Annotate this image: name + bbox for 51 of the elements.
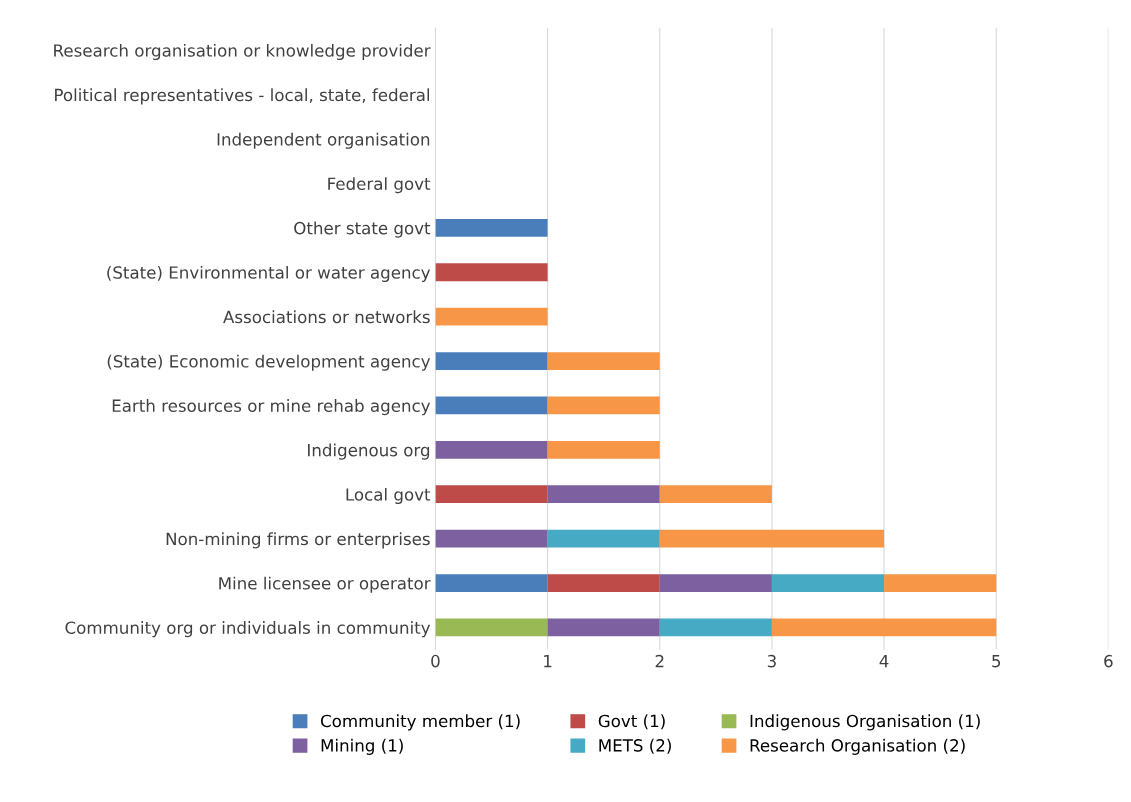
bar	[435, 307, 548, 326]
y-tick-label: Other state govt	[294, 221, 431, 238]
bar	[547, 574, 660, 592]
legend-label: Research Organisation (2)	[750, 738, 965, 755]
bar	[435, 396, 548, 415]
x-tick-label: 5	[992, 654, 1001, 668]
y-tick-label: Community org or individuals in community	[65, 621, 431, 638]
bar	[547, 485, 660, 504]
x-tick-label: 1	[544, 654, 552, 668]
legend-label: Mining (1)	[321, 738, 403, 755]
y-tick-label: Earth resources or mine rehab agency	[112, 399, 431, 416]
bar	[435, 218, 548, 237]
legend-label: Indigenous Organisation (1)	[750, 714, 980, 731]
bar	[435, 485, 548, 504]
bar	[771, 574, 885, 592]
y-tick-label: Indigenous org	[308, 443, 430, 460]
y-tick-label: (State) Economic development agency	[107, 354, 431, 371]
bar	[435, 618, 548, 637]
bar	[547, 396, 660, 415]
bar	[659, 529, 885, 548]
x-tick-label: 0	[431, 654, 440, 668]
bar	[547, 352, 660, 370]
y-tick-label: Mine licensee or operator	[219, 576, 431, 593]
bar	[435, 574, 548, 592]
bar	[547, 440, 660, 459]
x-tick-label: 6	[1104, 654, 1113, 668]
bar	[659, 485, 772, 504]
bar	[435, 529, 548, 548]
bar	[547, 618, 660, 637]
bar	[771, 618, 997, 637]
y-tick-label: Independent organisation	[217, 132, 430, 149]
bar	[435, 263, 548, 282]
x-tick-label: 2	[655, 654, 664, 668]
bar	[435, 440, 548, 459]
y-tick-label: Associations or networks	[223, 310, 430, 324]
y-tick-label: Research organisation or knowledge provider	[54, 43, 431, 61]
bar	[884, 574, 997, 592]
bar	[659, 574, 772, 592]
legend-label: METS (2)	[599, 738, 671, 754]
x-tick-label: 4	[879, 654, 889, 668]
legend-label: Govt (1)	[598, 714, 665, 730]
y-tick-label: Federal govt	[328, 177, 431, 194]
bar	[547, 529, 660, 548]
y-tick-label: (State) Environmental or water agency	[107, 265, 431, 283]
bar	[435, 352, 548, 370]
y-tick-label: Local govt	[346, 487, 431, 505]
legend-label: Community member (1)	[320, 714, 520, 731]
y-tick-label: Non-mining firms or enterprises	[166, 532, 430, 549]
x-tick-label: 3	[767, 654, 776, 668]
bar	[659, 618, 772, 637]
y-tick-label: Political representatives - local, state, federal	[55, 88, 430, 105]
